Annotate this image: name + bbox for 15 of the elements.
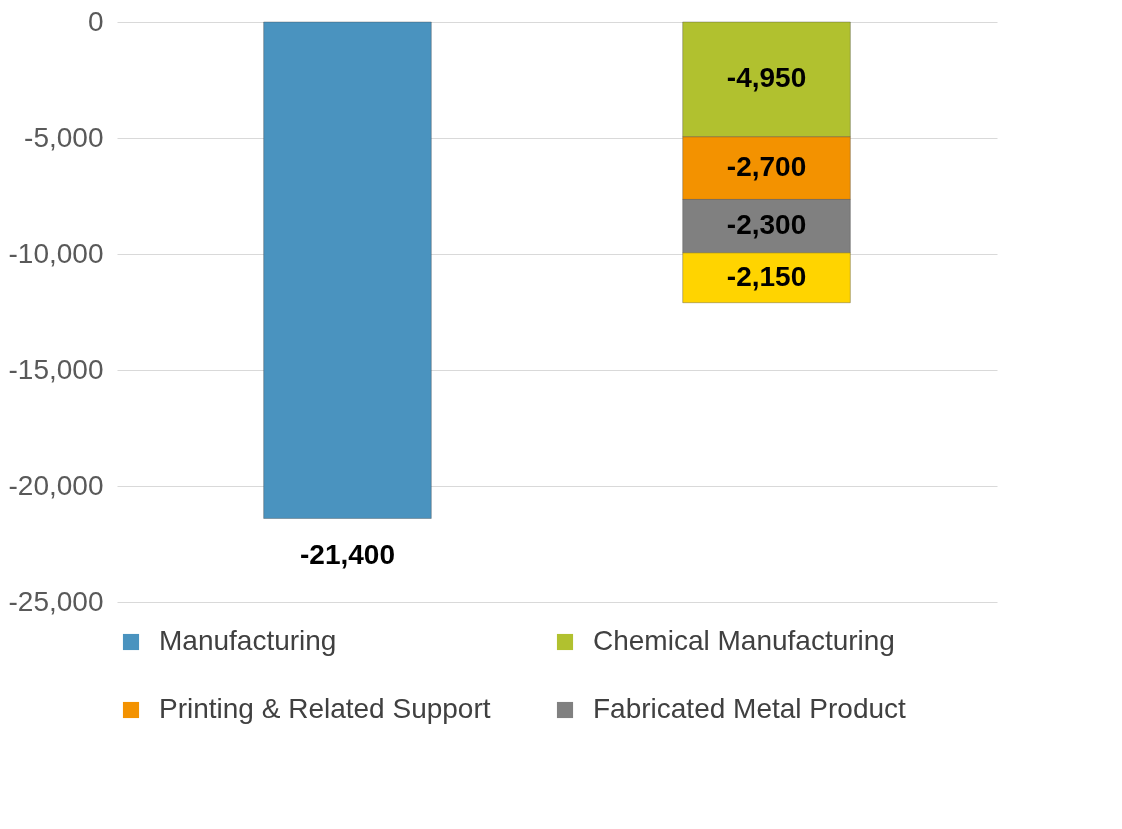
y-tick-label: -25,000 [8,585,104,617]
legend-label: Printing & Related Support [159,693,491,724]
data-label: -2,300 [726,209,807,241]
data-label: -21,400 [299,539,395,571]
y-tick-label: -5,000 [24,121,104,153]
legend-label: Chemical Manufacturing [593,625,895,656]
data-label: -4,950 [726,62,807,94]
y-tick-label: 0 [87,5,104,37]
y-tick-label: -20,000 [8,469,104,501]
y-tick-label: -15,000 [8,353,104,385]
legend-label: Fabricated Metal Product [593,693,907,724]
data-label: -2,150 [726,260,807,292]
y-tick-label: -10,000 [8,237,104,269]
legend-label: Manufacturing [159,625,337,656]
data-label: -2,700 [726,151,807,183]
